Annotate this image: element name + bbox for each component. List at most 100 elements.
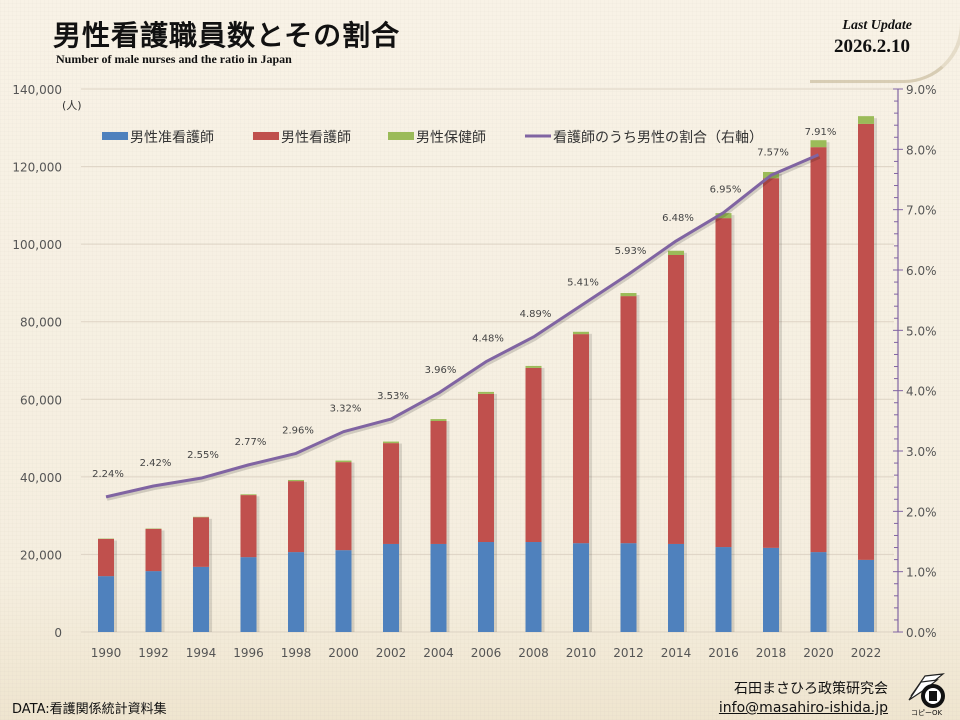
organization-block: 石田まさひろ政策研究会 info@masahiro-ishida.jp <box>719 680 888 718</box>
x-axis-tick-label: 2016 <box>708 646 739 660</box>
bar-segment-public-health-nurse <box>573 331 589 335</box>
bar-segment-associate-nurse <box>98 576 114 632</box>
bar-segment-associate-nurse <box>810 552 827 632</box>
bar-segment-nurse <box>478 393 494 543</box>
bar-segment-nurse <box>858 123 874 560</box>
x-axis-tick-label: 1998 <box>281 646 312 660</box>
bar-segment-public-health-nurse <box>240 494 257 496</box>
legend-label: 男性准看護師 <box>130 130 214 146</box>
ratio-data-label: 2.55% <box>187 450 219 461</box>
bar-segment-public-health-nurse <box>478 391 494 394</box>
right-axis-tick-label: 2.0% <box>906 505 937 519</box>
bar-segment-nurse <box>715 218 732 548</box>
bar-segment-associate-nurse <box>335 550 352 632</box>
bar-segment-nurse <box>98 538 114 577</box>
bar-segment-nurse <box>193 517 209 567</box>
last-update-date: 2026.2.10 <box>834 36 910 57</box>
left-axis-tick-label: 20,000 <box>20 548 62 562</box>
bar-segment-associate-nurse <box>525 542 542 632</box>
bar-segment-public-health-nurse <box>525 365 542 368</box>
decorative-swoosh <box>810 20 960 83</box>
bar-segment-associate-nurse <box>145 571 162 632</box>
bar-segment-associate-nurse <box>478 542 494 632</box>
left-axis-tick-label: 80,000 <box>20 316 62 330</box>
right-axis-tick-label: 1.0% <box>906 566 937 580</box>
x-axis-tick-label: 2012 <box>613 646 644 660</box>
right-axis-tick-label: 5.0% <box>906 324 937 338</box>
right-axis-tick-label: 7.0% <box>906 204 937 218</box>
bar-segment-nurse <box>240 495 257 558</box>
bar-segment-nurse <box>810 147 827 553</box>
bar-segment-public-health-nurse <box>810 140 827 148</box>
bar-segment-nurse <box>620 296 637 544</box>
legend-swatch <box>388 132 414 140</box>
right-axis-tick-label: 4.0% <box>906 385 937 399</box>
ratio-data-label: 2.42% <box>140 458 172 469</box>
x-axis-tick-label: 2006 <box>471 646 502 660</box>
bar-segment-nurse <box>335 462 352 551</box>
bar-segment-associate-nurse <box>573 543 589 632</box>
ratio-line-shadow <box>106 154 821 501</box>
ratio-data-label: 2.77% <box>235 437 267 448</box>
ratio-data-label: 3.96% <box>425 365 457 376</box>
ratio-line: 2.24% 2.42% 2.55% 2.77% 2.96% 3.32% 3.53% 3.96%… <box>92 127 837 501</box>
x-axis-tick-label: 2002 <box>376 646 407 660</box>
bar-segment-associate-nurse <box>430 543 447 632</box>
bar-segment-associate-nurse <box>763 547 779 632</box>
page-subtitle: Number of male nurses and the ratio in J… <box>56 52 292 66</box>
bars <box>98 116 877 632</box>
legend-label: 男性保健師 <box>416 130 486 146</box>
bar-segment-public-health-nurse <box>715 213 732 219</box>
left-axis-tick-label: 120,000 <box>12 161 62 175</box>
bar-segment-public-health-nurse <box>620 293 637 297</box>
x-axis-tick-label: 1994 <box>186 646 217 660</box>
bar-segment-nurse <box>525 367 542 543</box>
legend-label: 看護師のうち男性の割合（右軸） <box>553 129 763 146</box>
right-axis-tick-label: 3.0% <box>906 445 937 459</box>
right-axis-tick-label: 0.0% <box>906 626 937 640</box>
left-axis-tick-label: 60,000 <box>20 393 62 407</box>
ratio-data-label: 3.53% <box>377 391 409 402</box>
bar-segment-public-health-nurse <box>668 250 684 256</box>
ratio-data-label: 2.96% <box>282 425 314 436</box>
x-axis-tick-label: 2000 <box>328 646 359 660</box>
ratio-data-label: 2.24% <box>92 469 124 480</box>
legend: 男性准看護師 男性看護師 男性保健師 看護師のうち男性の割合（右軸） <box>102 129 763 146</box>
bar-segment-nurse <box>573 334 589 544</box>
bar-segment-nurse <box>383 443 399 544</box>
right-axis-tick-label: 9.0% <box>906 83 937 97</box>
x-axis-tick-label: 2010 <box>566 646 597 660</box>
ratio-data-label: 5.93% <box>615 246 647 257</box>
x-axis-tick-label: 2008 <box>518 646 549 660</box>
page-title: 男性看護職員数とその割合 <box>53 19 401 52</box>
x-axis-tick-label: 1992 <box>138 646 169 660</box>
bar-segment-nurse <box>763 178 779 548</box>
ratio-data-label: 7.91% <box>805 127 837 138</box>
bar-segment-public-health-nurse <box>288 479 304 482</box>
copy-ok-logo: コピーOK <box>903 672 953 718</box>
legend-swatch <box>253 132 279 140</box>
x-axis-tick-label: 2004 <box>423 646 454 660</box>
bar-segment-associate-nurse <box>288 552 304 632</box>
copy-ok-icon <box>908 673 945 708</box>
ratio-data-label: 3.32% <box>330 404 362 415</box>
bar-segment-associate-nurse <box>193 566 209 632</box>
right-axis-tick-label: 6.0% <box>906 264 937 278</box>
x-axis-tick-label: 1990 <box>91 646 122 660</box>
organization-name: 石田まさひろ政策研究会 <box>734 681 888 697</box>
bar-segment-nurse <box>430 421 447 544</box>
ratio-data-label: 6.95% <box>710 185 742 196</box>
legend-label: 男性看護師 <box>281 130 351 146</box>
bar-segment-nurse <box>288 481 304 553</box>
x-axis-tick-label: 2018 <box>756 646 787 660</box>
bar-segment-nurse <box>145 528 162 572</box>
email-link[interactable]: info@masahiro-ishida.jp <box>718 700 888 716</box>
x-axis-tick-label: 1996 <box>233 646 264 660</box>
left-axis-tick-label: 140,000 <box>12 83 62 97</box>
ratio-data-label: 6.48% <box>662 213 694 224</box>
bar-segment-associate-nurse <box>620 543 637 632</box>
x-axis-tick-label: 2014 <box>661 646 692 660</box>
bar-segment-public-health-nurse <box>858 116 874 124</box>
data-source: DATA:看護関係統計資料集 <box>12 702 167 717</box>
